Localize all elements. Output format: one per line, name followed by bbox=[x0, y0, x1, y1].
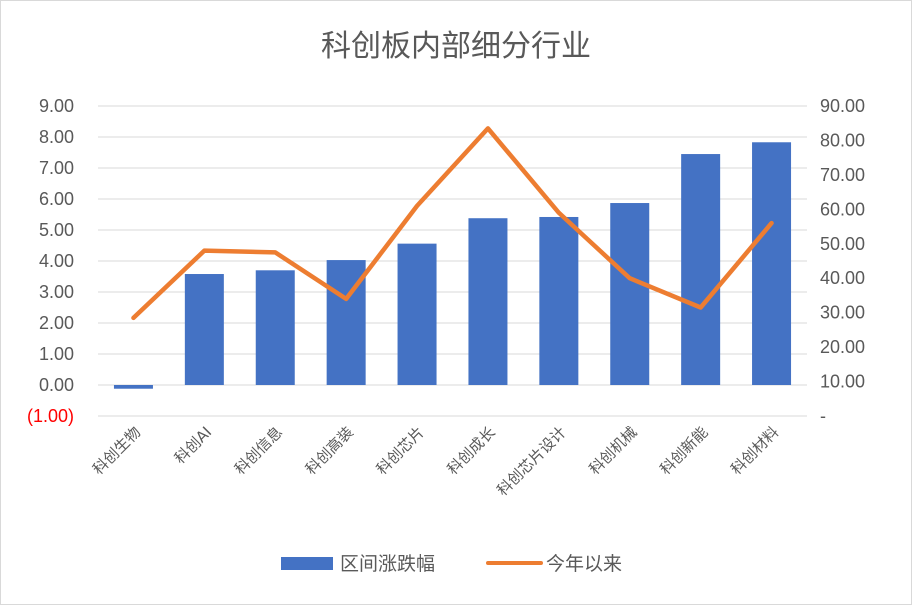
left-tick-label: 9.00 bbox=[39, 96, 74, 116]
category-label: 科创高装 bbox=[302, 423, 357, 478]
line-series bbox=[131, 126, 774, 321]
left-axis: (1.00) 0.00 1.00 2.00 3.00 4.00 5.00 6.00 7.00 8.… bbox=[27, 96, 74, 426]
left-tick-label: 1.00 bbox=[39, 344, 74, 364]
left-tick-label: 2.00 bbox=[39, 313, 74, 333]
bar bbox=[681, 154, 721, 385]
bar bbox=[397, 243, 437, 385]
left-tick-label: 8.00 bbox=[39, 127, 74, 147]
right-tick-label: 30.00 bbox=[820, 303, 865, 323]
chart-title: 科创板内部细分行业 bbox=[321, 30, 591, 63]
category-label: 科创成长 bbox=[444, 423, 499, 478]
right-tick-label: 90.00 bbox=[820, 96, 865, 116]
right-tick-label: 20.00 bbox=[820, 337, 865, 357]
category-label: 科创AI bbox=[171, 423, 215, 467]
left-tick-label: 5.00 bbox=[39, 220, 74, 240]
bar bbox=[468, 218, 508, 385]
left-tick-label: (1.00) bbox=[27, 406, 74, 426]
series-line bbox=[131, 126, 774, 321]
category-label: 科创芯片设计 bbox=[493, 423, 569, 499]
category-label: 科创新能 bbox=[656, 423, 711, 478]
left-tick-label: 3.00 bbox=[39, 282, 74, 302]
left-tick-label: 7.00 bbox=[39, 158, 74, 178]
right-tick-label: 50.00 bbox=[820, 234, 865, 254]
legend-line-label: 今年以来 bbox=[546, 553, 622, 575]
legend-bar-label: 区间涨跌幅 bbox=[340, 553, 435, 575]
right-tick-label: 60.00 bbox=[820, 199, 865, 219]
left-tick-label: 6.00 bbox=[39, 189, 74, 209]
legend: 区间涨跌幅 今年以来 bbox=[281, 553, 622, 575]
bar bbox=[255, 270, 295, 385]
left-tick-label: 0.00 bbox=[39, 375, 74, 395]
bar bbox=[752, 142, 792, 385]
bar bbox=[113, 385, 153, 389]
category-label: 科创机械 bbox=[585, 423, 640, 478]
category-label: 科创生物 bbox=[89, 423, 144, 478]
left-tick-label: 4.00 bbox=[39, 251, 74, 271]
bar-series bbox=[113, 142, 792, 389]
right-tick-label: 80.00 bbox=[820, 130, 865, 150]
bar bbox=[184, 274, 224, 385]
category-label: 科创芯片 bbox=[373, 423, 428, 478]
bar bbox=[539, 216, 579, 385]
category-label: 科创材料 bbox=[727, 423, 782, 478]
right-tick-label: - bbox=[820, 406, 826, 426]
bar bbox=[610, 203, 650, 385]
category-label: 科创信息 bbox=[231, 423, 286, 478]
right-axis: - 10.00 20.00 30.00 40.00 50.00 60.00 70.00 80.0… bbox=[820, 96, 865, 426]
right-tick-label: 70.00 bbox=[820, 165, 865, 185]
right-tick-label: 40.00 bbox=[820, 268, 865, 288]
legend-bar-swatch bbox=[281, 557, 333, 570]
right-tick-label: 10.00 bbox=[820, 372, 865, 392]
